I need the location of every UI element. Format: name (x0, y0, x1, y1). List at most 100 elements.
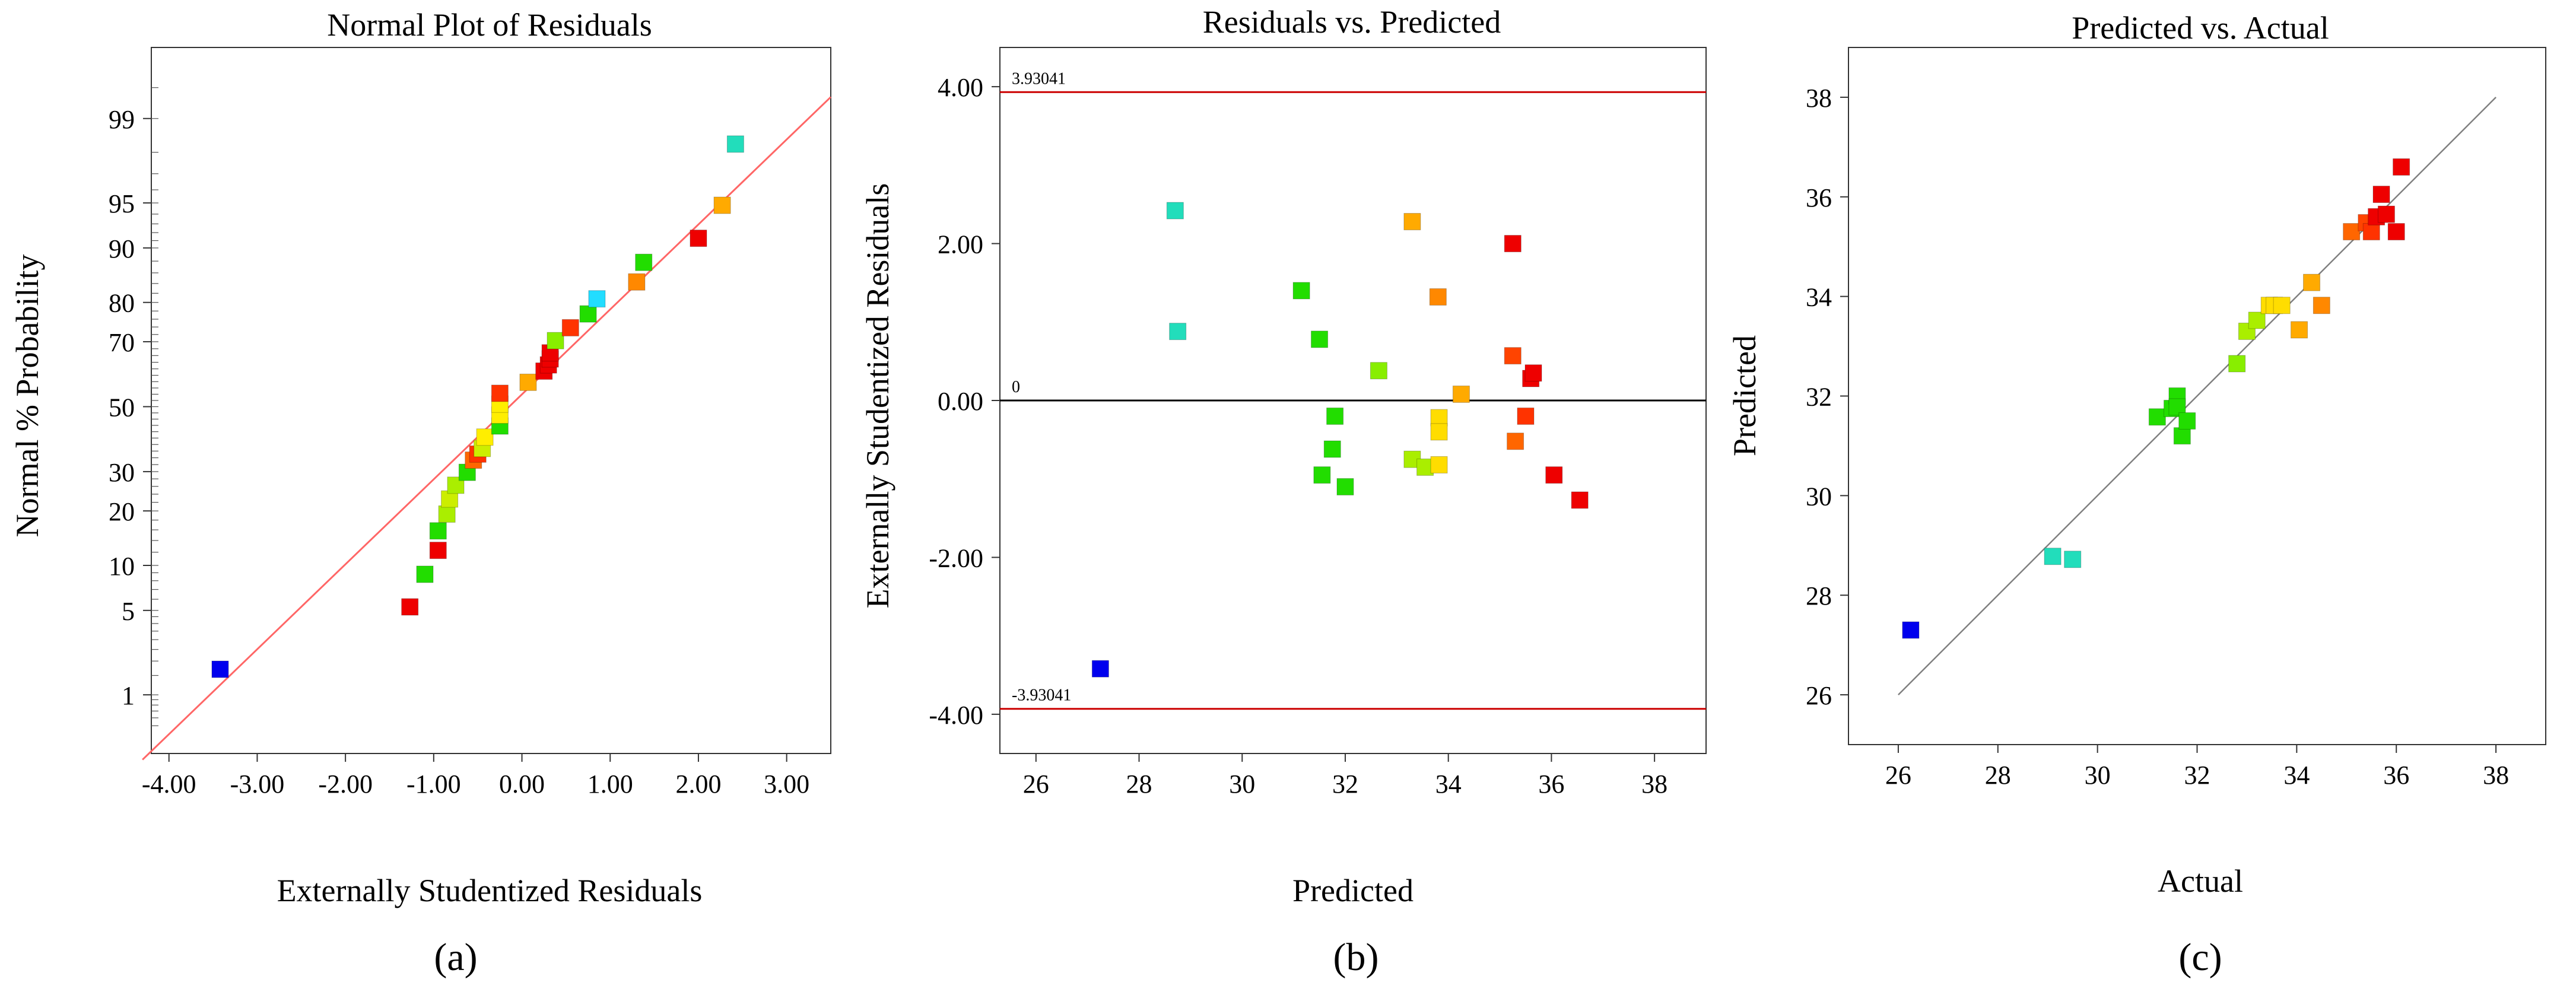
panel-b-data-point (1430, 423, 1448, 441)
panel-b-limit-label: -3.93041 (1012, 686, 1071, 705)
panel-b-data-point (1326, 407, 1344, 425)
panel-a-x-tick-label: 0.00 (499, 770, 545, 799)
panel-b-data-point (1430, 409, 1448, 427)
panel-b-data-point (1429, 288, 1447, 306)
panel-c-data-point (2393, 158, 2410, 176)
panel-c-y-tick-label: 26 (1806, 681, 1832, 710)
panel-a-y-tick-label: 10 (109, 552, 135, 581)
panel-c-label: (c) (2178, 936, 2222, 979)
panel-a-y-tick-label: 99 (109, 105, 135, 134)
panel-c-data-point (2313, 297, 2330, 314)
panel-a-y-tick-label: 20 (109, 497, 135, 526)
panel-a-plot-frame (151, 47, 831, 754)
panel-b-x-tick-label: 30 (1229, 770, 1255, 799)
panel-b-data-point (1311, 330, 1329, 348)
panel-b-y-axis-label: Externally Studentized Residuals (860, 183, 895, 609)
panel-a-data-point (588, 290, 606, 308)
panel-a-x-tick-label: -4.00 (142, 770, 196, 799)
panel-c-y-tick-label: 34 (1806, 283, 1832, 312)
panel-b-y-tick-label: -2.00 (929, 543, 983, 573)
panel-c-data-point (2248, 311, 2266, 329)
panel-b-y-tick-label: -4.00 (929, 701, 983, 730)
panel-c-x-tick-label: 30 (2085, 761, 2111, 790)
panel-b-data-point (1504, 235, 1522, 253)
panel-b-label: (b) (1333, 936, 1379, 979)
panel-a-y-tick-label: 80 (109, 289, 135, 318)
panel-c-data-point (1902, 621, 1920, 639)
panel-c-data-point (2168, 398, 2186, 416)
panel-b-data-point (1370, 362, 1387, 380)
panel-c-x-tick-label: 38 (2483, 761, 2509, 790)
panel-a-data-point (491, 384, 509, 402)
panel-a-label: (a) (434, 936, 477, 979)
panel-b-x-tick-label: 32 (1332, 770, 1358, 799)
panel-c-x-tick-label: 28 (1985, 761, 2011, 790)
panel-b-x-tick-label: 38 (1641, 770, 1667, 799)
panel-c-reference-line (1898, 97, 2496, 695)
panel-c-y-axis-label: Predicted (1727, 335, 1762, 456)
panel-c-x-tick-label: 26 (1885, 761, 1911, 790)
panel-c-y-tick-label: 36 (1806, 183, 1832, 212)
panel-b-data-point (1517, 407, 1535, 425)
panel-c-data-point (2228, 355, 2246, 373)
panel-b-data-point (1323, 440, 1341, 458)
panel-c-x-tick-label: 34 (2283, 761, 2310, 790)
panel-b-y-tick-label: 0.00 (938, 387, 983, 416)
panel-a-data-point (726, 135, 744, 153)
panel-c-data-point (2362, 223, 2380, 241)
panel-b-limit-label: 3.93041 (1012, 69, 1066, 88)
panel-b-data-point (1313, 466, 1331, 484)
panel-a-data-point (429, 522, 447, 540)
panel-c-predicted-vs-actual: Predicted vs. Actual Predicted Actual (c… (1727, 10, 2546, 979)
panel-a-data-point (401, 598, 419, 616)
panel-a-y-axis-label: Normal % Probability (9, 255, 45, 538)
panel-a-y-tick-label: 90 (109, 234, 135, 263)
panel-a-data-point (561, 319, 579, 336)
panel-b-data-point (1091, 660, 1109, 678)
panel-c-title: Predicted vs. Actual (2072, 10, 2329, 46)
panel-a-title: Normal Plot of Residuals (327, 7, 652, 43)
panel-c-data-point (2148, 408, 2166, 426)
panel-a-x-tick-label: -1.00 (406, 770, 461, 799)
panel-a-x-tick-label: 3.00 (764, 770, 809, 799)
panel-a-data-point (416, 565, 434, 583)
panel-c-x-tick-label: 32 (2184, 761, 2210, 790)
panel-a-data-point (429, 542, 447, 559)
panel-b-data-point (1545, 466, 1563, 484)
panel-c-y-tick-label: 30 (1806, 482, 1832, 511)
panel-c-data-point (2044, 548, 2062, 565)
panel-a-x-tick-label: 1.00 (587, 770, 633, 799)
panel-b-data-point (1169, 323, 1187, 341)
panel-c-x-tick-label: 36 (2383, 761, 2409, 790)
panel-a-y-tick-label: 1 (122, 681, 135, 710)
panel-b-x-tick-label: 36 (1538, 770, 1564, 799)
panel-b-data-point (1504, 347, 1522, 365)
panel-c-data-point (2064, 551, 2082, 568)
panel-a-normal-plot: Normal Plot of Residuals Normal % Probab… (9, 7, 832, 979)
panel-b-x-tick-label: 34 (1435, 770, 1462, 799)
panel-a-x-axis-label: Externally Studentized Residuals (277, 873, 703, 908)
panel-b-data-point (1452, 385, 1470, 403)
panel-b-residuals-vs-predicted: Residuals vs. Predicted Externally Stude… (860, 4, 1707, 979)
panel-b-x-axis-label: Predicted (1292, 873, 1414, 908)
panel-a-data-point (438, 505, 456, 523)
panel-a-data-point (579, 305, 597, 323)
panel-c-data-point (2273, 297, 2291, 314)
panel-c-y-tick-label: 32 (1806, 383, 1832, 412)
panel-c-x-axis-label: Actual (2158, 863, 2243, 899)
panel-a-x-tick-label: -3.00 (230, 770, 285, 799)
panel-b-data-point (1403, 213, 1421, 231)
panel-a-data-point (519, 373, 537, 391)
panel-a-data-point (690, 230, 707, 247)
panel-b-x-tick-label: 28 (1126, 770, 1152, 799)
panel-c-data-point (2372, 186, 2390, 204)
panel-b-data-point (1166, 202, 1184, 220)
panel-a-x-tick-label: -2.00 (318, 770, 373, 799)
panel-b-data-point (1571, 491, 1589, 509)
panel-b-zero-label: 0 (1012, 378, 1020, 396)
panel-a-y-tick-label: 30 (109, 458, 135, 487)
panel-c-y-tick-label: 38 (1806, 84, 1832, 113)
panel-c-data-point (2377, 205, 2395, 223)
panel-b-data-point (1336, 478, 1354, 495)
